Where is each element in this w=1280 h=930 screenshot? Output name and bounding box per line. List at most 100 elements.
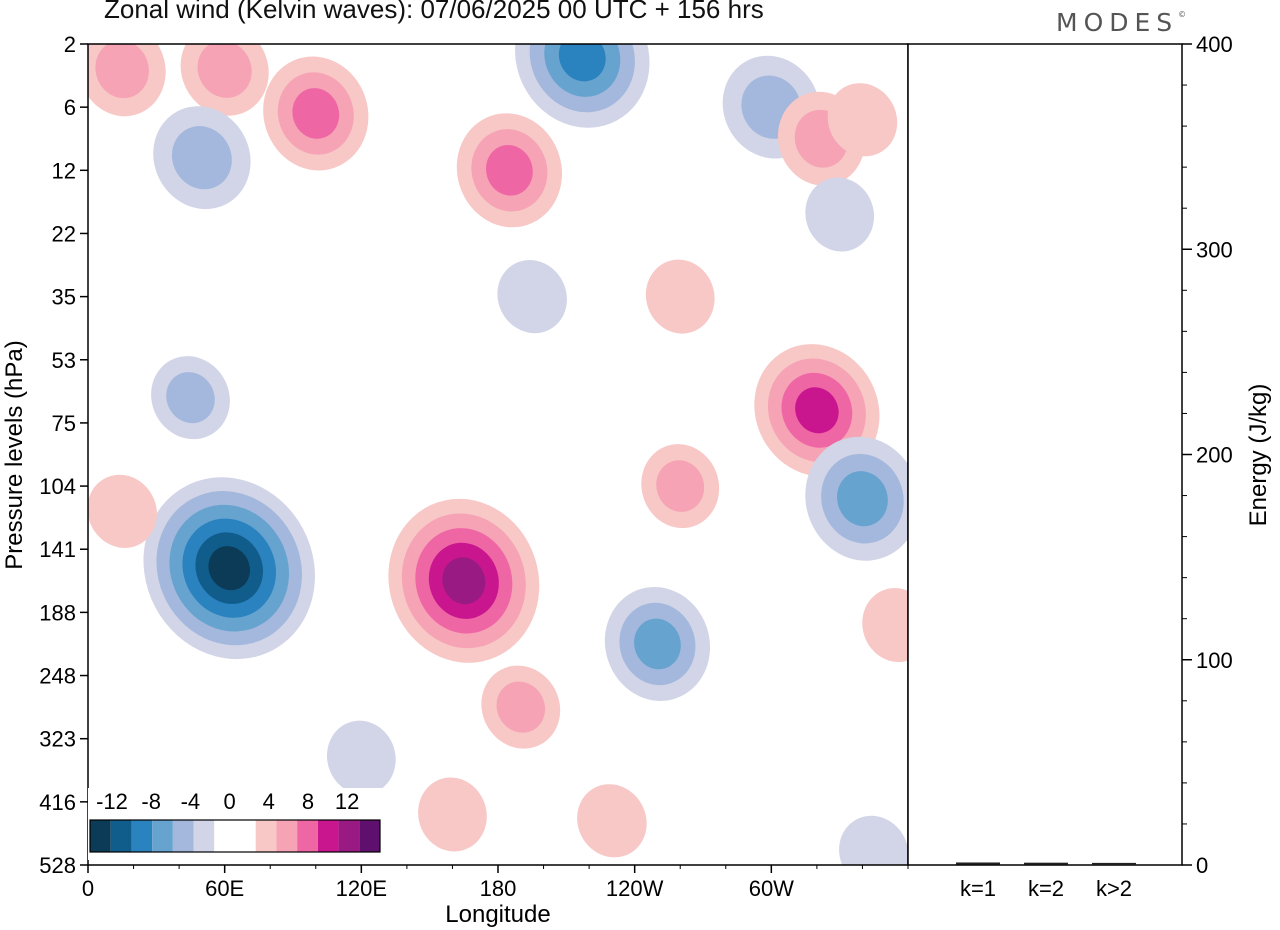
heatmap-y-tick-label: 22 <box>52 221 76 246</box>
energy-x-tick-label: k=2 <box>1028 876 1064 901</box>
field-region <box>805 177 875 252</box>
brand-name: MODES <box>1056 8 1179 37</box>
energy-y-tick-label: 100 <box>1196 648 1233 673</box>
energy-bars <box>956 862 1136 865</box>
field-contour <box>656 460 705 512</box>
field-contour <box>496 681 546 733</box>
energy-x-tick-label: k>2 <box>1096 876 1132 901</box>
heatmap-y-tick-label: 188 <box>39 600 76 625</box>
colorbar-swatch <box>193 820 215 852</box>
heatmap-y-tick-label: 104 <box>39 474 76 499</box>
colorbar-label: 0 <box>223 789 235 814</box>
colorbar-swatch <box>131 820 153 852</box>
colorbar-label: -8 <box>141 789 161 814</box>
field-contour <box>634 618 681 670</box>
field-contour <box>645 259 715 334</box>
field-region <box>326 720 396 795</box>
field-contour <box>805 177 875 252</box>
heatmap-x-tick-label: 120W <box>606 876 664 901</box>
energy-x-tick-label: k=1 <box>960 876 996 901</box>
heatmap-y-tick-label: 323 <box>39 727 76 752</box>
colorbar-label: -4 <box>181 789 201 814</box>
field-contour <box>326 720 396 795</box>
colorbar-swatch <box>297 820 318 852</box>
field-region <box>641 444 720 529</box>
energy-y-axis: 0 100 200 300 400 <box>1182 32 1233 878</box>
field-contour <box>95 44 149 99</box>
colorbar-swatches <box>89 819 381 853</box>
energy-y-tick-label: 300 <box>1196 237 1233 262</box>
heatmap-x-tick-label: 60E <box>205 876 244 901</box>
heatmap-y-tick-label: 248 <box>39 664 76 689</box>
field-region <box>153 106 251 210</box>
energy-x-axis: k=1 k=2 k>2 <box>960 876 1132 901</box>
field-region <box>180 44 269 116</box>
heatmap-y-tick-label: 75 <box>52 411 76 436</box>
field-contour <box>171 126 232 190</box>
field-contour <box>795 387 839 434</box>
colorbar-swatch <box>359 820 380 852</box>
field-contour <box>862 588 908 662</box>
brand-logo: MODES© <box>1056 8 1186 37</box>
colorbar-swatch <box>255 820 277 852</box>
field-region <box>88 474 157 548</box>
field-contour <box>418 777 487 852</box>
colorbar-label: 8 <box>302 789 314 814</box>
field-region <box>151 356 230 440</box>
field-contour <box>88 474 157 548</box>
energy-y-tick-label: 0 <box>1196 853 1208 878</box>
energy-bar <box>1092 862 1136 865</box>
field-region <box>827 83 898 157</box>
colorbar-swatch <box>235 820 256 852</box>
colorbar: -12 -8 -4 0 4 8 12 <box>88 788 382 860</box>
field-region <box>862 588 908 662</box>
heatmap-y-tick-label: 6 <box>64 95 76 120</box>
colorbar-swatch <box>317 820 339 852</box>
colorbar-label: 12 <box>335 789 359 814</box>
field-contour <box>442 557 486 605</box>
field-region <box>143 477 315 660</box>
energy-bar <box>1024 862 1068 865</box>
heatmap-x-tick-label: 0 <box>82 876 94 901</box>
heatmap-field <box>88 44 908 865</box>
energy-y-tick-label: 200 <box>1196 443 1233 468</box>
field-contour <box>486 144 533 196</box>
field-contour <box>827 83 898 157</box>
colorbar-border <box>89 819 381 853</box>
colorbar-swatch <box>152 820 173 852</box>
energy-bar <box>956 862 1000 865</box>
heatmap-x-tick-label: 60W <box>749 876 794 901</box>
field-region <box>839 815 908 865</box>
field-contour <box>208 546 251 591</box>
colorbar-swatch <box>172 820 194 852</box>
colorbar-label: -12 <box>96 789 128 814</box>
colorbar-label: 4 <box>263 789 275 814</box>
heatmap-y-tick-label: 141 <box>39 537 76 562</box>
heatmap-y-tick-label: 528 <box>39 853 76 878</box>
colorbar-swatch <box>214 820 235 852</box>
colorbar-swatch <box>276 820 298 852</box>
field-contour <box>197 44 252 98</box>
field-region <box>604 586 711 701</box>
heatmap-x-axis: 0 60E 120E 180 120W 60W <box>82 865 909 901</box>
field-region <box>88 44 166 117</box>
heatmap-y-tick-label: 416 <box>39 790 76 815</box>
heatmap-x-tick-label: 120E <box>336 876 387 901</box>
colorbar-swatch <box>110 820 132 852</box>
colorbar-swatch <box>90 820 111 852</box>
field-region <box>263 56 369 171</box>
field-region <box>497 260 567 334</box>
heatmap-y-axis: 2 6 12 22 35 53 75 104 141 188 248 323 416 528 <box>39 32 88 878</box>
field-region <box>418 777 487 852</box>
field-region <box>805 436 908 561</box>
field-region <box>388 498 540 663</box>
energy-bar-chart: 0 100 200 300 400 k=1 k=2 k>2 Energy (J/kg) <box>907 32 1272 901</box>
field-region <box>645 259 715 334</box>
colorbar-labels: -12 -8 -4 0 4 8 12 <box>96 789 359 814</box>
field-contour <box>837 471 888 527</box>
heatmap-y-label: Pressure levels (hPa) <box>1 340 28 569</box>
heatmap-y-tick-label: 35 <box>52 285 76 310</box>
field-contour <box>166 372 215 424</box>
